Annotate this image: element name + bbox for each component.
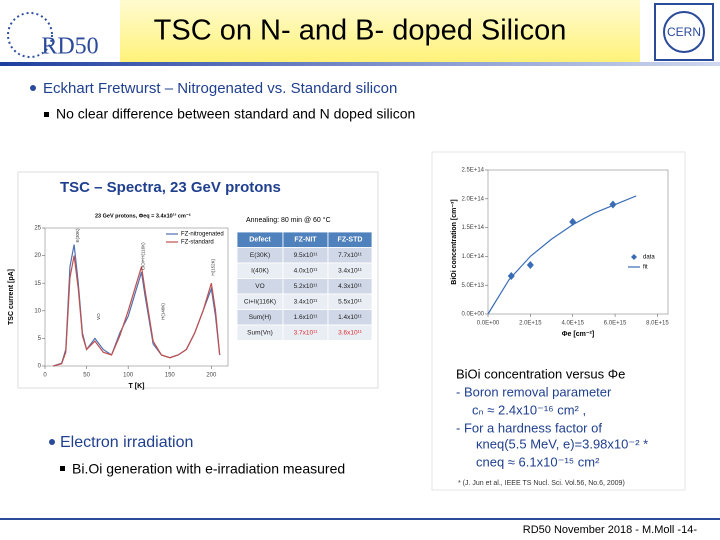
series-line (53, 255, 221, 367)
bullet-text: Electron irradiation (60, 434, 193, 451)
logo-text: CERN (667, 25, 701, 39)
table-cell-text: VO (255, 283, 264, 290)
y-tick-label: 1.0E+14 (461, 254, 484, 260)
note: * (J. Jun et al., IEEE TS Nucl. Sci. Vol… (458, 480, 625, 487)
legend-label: FZ-nitrogenated (181, 232, 224, 238)
table-cell-text: 3.6x10¹¹ (338, 329, 363, 336)
x-tick-label: 2.0E+15 (519, 321, 542, 327)
table-cell-text: Ci+Ii(116K) (244, 298, 276, 305)
plot-frame (44, 227, 229, 367)
table-cell-text: Sum(Vn) (247, 329, 273, 336)
sub-bullet (44, 112, 49, 117)
table-cell-text: Sum(H) (249, 314, 271, 321)
y-tick-label: 5.0E+13 (461, 283, 484, 289)
data-point (526, 261, 534, 270)
slide-title: TSC on N- and B- doped Silicon (154, 15, 567, 47)
table-cell-text: 3.4x10¹¹ (338, 267, 363, 274)
bullet-text: Eckhart Fretwurst – Nitrogenated vs. Sta… (43, 80, 397, 97)
x-tick-label: 4.0E+15 (561, 321, 584, 327)
note: cₙ ≈ 2.4x10⁻¹⁶ cm² , (472, 402, 586, 417)
y-tick-label: 5 (38, 336, 42, 342)
title-band (120, 0, 640, 62)
peak-label: E(30K) (75, 228, 80, 243)
note: BiOi concentration versus Φe (456, 366, 625, 381)
table-cell-text: 9.5x10¹¹ (294, 252, 319, 259)
x-tick-label: 0.0E+00 (477, 321, 500, 327)
x-tick-label: 6.0E+15 (604, 321, 627, 327)
peak-label: CiOi+H(116K) (141, 242, 146, 270)
y-tick-label: 20 (34, 253, 41, 259)
x-tick-label: 50 (83, 373, 90, 379)
peak-label: H(152K) (211, 258, 216, 275)
title-rule (0, 62, 720, 66)
y-tick-label: 0.0E+00 (461, 312, 484, 318)
cern-logo: CERN (654, 3, 714, 61)
charts: TSC – Spectra, 23 GeV protons 0 5 10 15 20 25 0… (8, 168, 669, 390)
y-tick-label: 10 (34, 308, 41, 314)
table-header: Defect (249, 237, 271, 244)
note: cneq ≈ 6.1x10⁻¹⁵ cm² (476, 454, 600, 469)
data-point (507, 271, 515, 280)
table-cell-text: E(30K) (250, 252, 270, 259)
bullet (30, 85, 36, 91)
peak-label: H(140K) (161, 303, 166, 320)
table-cell-text: 1.4x10¹¹ (338, 314, 363, 321)
table-cell-text: 4.0x10¹¹ (294, 267, 319, 274)
y-tick-label: 0 (38, 364, 42, 370)
x-tick-label: 100 (123, 373, 134, 379)
x-tick-label: 0 (43, 373, 47, 379)
table-cell-text: 3.7x10¹¹ (294, 329, 319, 336)
peak-label: VO (96, 313, 101, 320)
series-line (487, 195, 637, 315)
table-header: FZ-STD (338, 237, 363, 244)
legend-label: FZ-standard (181, 240, 214, 246)
legend-label: data (643, 255, 655, 261)
sub-bullet (60, 466, 65, 471)
y-axis-label: BiOi concentration [cm⁻³] (451, 199, 458, 284)
y-axis-label: TSC current [pA] (8, 269, 15, 325)
logo-text: RD50 (41, 34, 98, 60)
footer: RD50 November 2018 - M.Moll -14- (523, 524, 698, 536)
note: - For a hardness factor of (456, 420, 602, 435)
footer-rule (0, 518, 720, 520)
y-tick-label: 2.0E+14 (461, 196, 484, 202)
table-cell-text: I(40K) (251, 267, 269, 274)
x-axis-label: T [K] (129, 383, 145, 390)
table-cell-text: 7.7x10¹¹ (338, 252, 363, 259)
x-tick-label: 8.0E+15 (646, 321, 669, 327)
note: κneq(5.5 MeV, e)=3.98x10⁻² * (476, 436, 648, 451)
x-tick-label: 200 (206, 373, 217, 379)
note: - Boron removal parameter (456, 384, 612, 399)
table-cell-text: 4.3x10¹¹ (338, 283, 363, 290)
x-tick-label: 150 (165, 373, 176, 379)
y-tick-label: 2.5E+14 (461, 168, 484, 174)
y-tick-label: 15 (34, 281, 41, 287)
sub-bullet-text: No clear difference between standard and… (56, 106, 415, 122)
sub-bullet-text: Bi.Oi generation with e-irradiation meas… (72, 461, 345, 477)
table-cell-text: 3.4x10¹¹ (294, 298, 319, 305)
x-axis-label: Φe [cm⁻²] (562, 331, 594, 338)
table-header: FZ-NIT (294, 237, 317, 244)
notes: BiOi concentration versus Φe - Boron rem… (456, 366, 648, 486)
rd50-logo: RD50 (7, 12, 99, 60)
table-cell (327, 324, 373, 341)
table-cell-text: 5.5x10¹¹ (338, 298, 363, 305)
plot-frame (487, 169, 669, 315)
legend-swatch (631, 254, 637, 260)
y-tick-label: 1.5E+14 (461, 225, 484, 231)
annotation: Annealing: 80 min @ 60 °C (246, 216, 331, 224)
legend-label: fit (643, 265, 648, 271)
figure-frame (431, 151, 686, 491)
y-tick-label: 25 (34, 226, 41, 232)
annotation: 23 GeV protons, Φeq = 3.4x10¹³ cm⁻² (95, 212, 191, 219)
table-cell-text: 5.2x10¹¹ (294, 283, 319, 290)
figure-title: TSC – Spectra, 23 GeV protons (60, 179, 281, 196)
table-cell-text: 1.6x10¹¹ (294, 314, 319, 321)
bullet (49, 439, 55, 445)
